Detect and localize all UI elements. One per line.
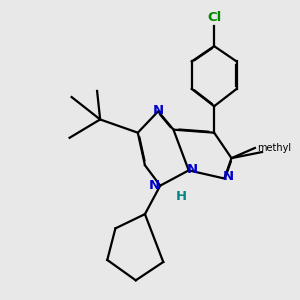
Text: methyl: methyl [257,143,292,153]
Text: N: N [152,104,164,117]
Text: N: N [222,170,234,184]
Text: Cl: Cl [207,11,221,24]
Text: H: H [176,190,187,203]
Text: N: N [187,163,198,176]
Text: N: N [149,179,160,192]
